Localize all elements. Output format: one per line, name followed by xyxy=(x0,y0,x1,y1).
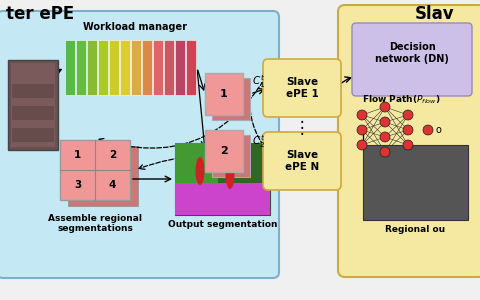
Text: 2: 2 xyxy=(220,146,228,156)
FancyBboxPatch shape xyxy=(263,59,341,117)
Bar xyxy=(218,143,270,183)
Circle shape xyxy=(423,125,433,135)
Bar xyxy=(11,63,55,147)
FancyBboxPatch shape xyxy=(338,5,480,277)
Bar xyxy=(109,40,119,95)
Circle shape xyxy=(380,132,390,142)
Circle shape xyxy=(380,117,390,127)
Text: 4: 4 xyxy=(109,180,116,190)
Bar xyxy=(76,40,86,95)
Circle shape xyxy=(380,147,390,157)
Circle shape xyxy=(357,140,367,150)
Text: Flow Path($P_{flow}$): Flow Path($P_{flow}$) xyxy=(362,94,440,106)
Bar xyxy=(12,106,54,120)
Text: Decision
network (DN): Decision network (DN) xyxy=(375,42,449,64)
Text: Assemble regional
segmentations: Assemble regional segmentations xyxy=(48,214,142,233)
Ellipse shape xyxy=(226,161,235,189)
FancyBboxPatch shape xyxy=(0,11,279,278)
Text: o: o xyxy=(435,125,441,135)
Bar xyxy=(175,183,270,215)
Bar xyxy=(8,60,58,150)
Text: ter ePE: ter ePE xyxy=(6,5,74,23)
Circle shape xyxy=(357,125,367,135)
Text: $C_1^t$: $C_1^t$ xyxy=(252,74,265,90)
Ellipse shape xyxy=(195,157,204,185)
FancyBboxPatch shape xyxy=(205,73,243,115)
Circle shape xyxy=(380,102,390,112)
Bar xyxy=(87,40,97,95)
Bar xyxy=(120,40,130,95)
Text: Output segmentation: Output segmentation xyxy=(168,220,277,229)
Circle shape xyxy=(403,110,413,120)
Text: 3: 3 xyxy=(74,180,81,190)
Circle shape xyxy=(357,110,367,120)
Bar xyxy=(153,40,163,95)
Text: 1: 1 xyxy=(74,150,81,160)
Circle shape xyxy=(403,125,413,135)
Bar xyxy=(12,84,54,98)
Bar xyxy=(363,145,468,220)
Text: 1: 1 xyxy=(220,89,228,99)
Bar xyxy=(12,128,54,142)
FancyBboxPatch shape xyxy=(352,23,472,96)
FancyBboxPatch shape xyxy=(205,130,243,172)
Text: Slav: Slav xyxy=(415,5,455,23)
Circle shape xyxy=(403,140,413,150)
FancyBboxPatch shape xyxy=(68,146,138,206)
Bar xyxy=(131,40,141,95)
FancyBboxPatch shape xyxy=(60,140,130,200)
Text: Regional ou: Regional ou xyxy=(385,225,445,234)
Bar xyxy=(175,40,185,95)
Bar xyxy=(175,143,270,215)
Bar xyxy=(98,40,108,95)
Bar xyxy=(164,40,174,95)
Bar xyxy=(186,40,196,95)
Text: ⋮: ⋮ xyxy=(294,119,310,137)
FancyBboxPatch shape xyxy=(212,135,250,177)
FancyBboxPatch shape xyxy=(212,78,250,120)
Text: Slave
ePE 1: Slave ePE 1 xyxy=(286,77,318,99)
Bar xyxy=(142,40,152,95)
Bar xyxy=(175,143,218,183)
Text: $C_2^t$: $C_2^t$ xyxy=(252,134,265,150)
Text: 2: 2 xyxy=(109,150,116,160)
FancyBboxPatch shape xyxy=(263,132,341,190)
Bar xyxy=(65,40,75,95)
Text: Slave
ePE N: Slave ePE N xyxy=(285,150,319,172)
Text: Workload manager: Workload manager xyxy=(83,22,187,32)
